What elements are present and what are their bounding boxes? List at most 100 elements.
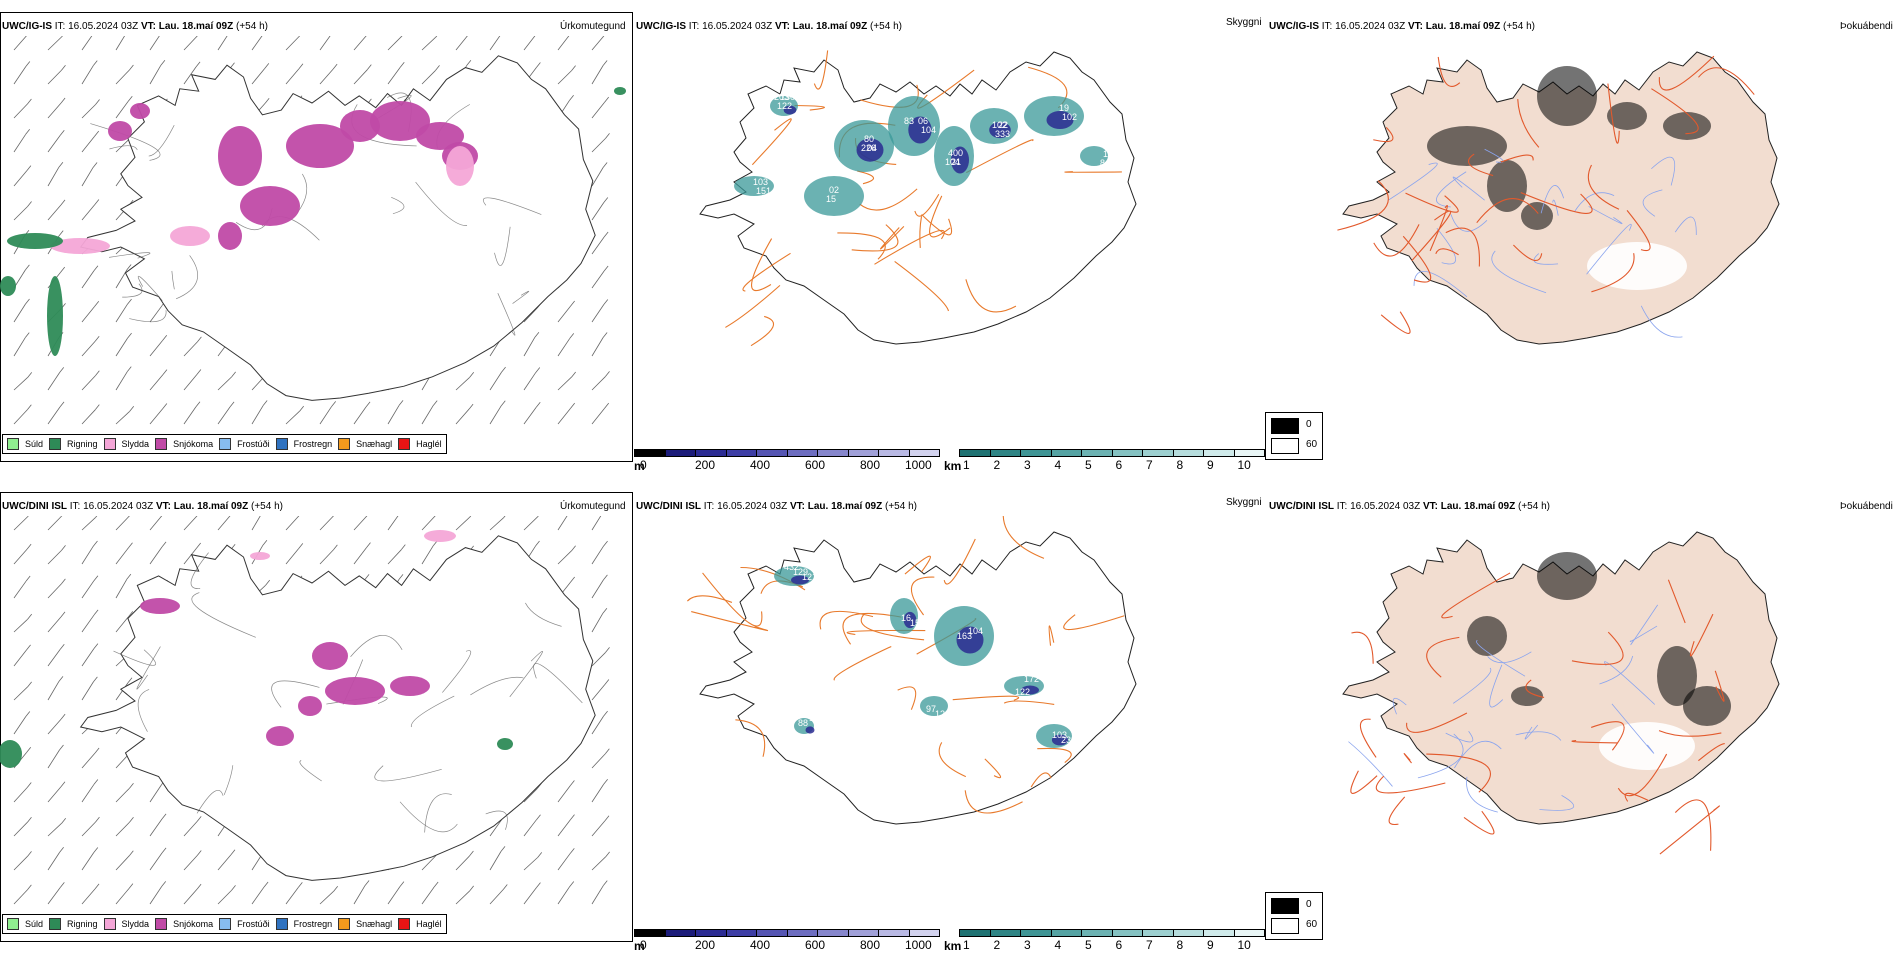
lead-time: (+54 h) [251,501,283,512]
colorbar-tick: 10 [1238,458,1251,472]
fog-index-panel: UWC/IG-IS IT: 16.05.2024 03Z VT: Lau. 18… [1267,12,1900,474]
legend-swatch [219,918,231,930]
vt-label: VT: [775,21,790,32]
visibility-label: 123 [935,709,950,719]
colorbar-segment [665,449,697,457]
it-value: 16.05.2024 03Z [83,501,153,512]
it-value: 16.05.2024 03Z [1335,21,1405,32]
colorbar-segment [1142,449,1174,457]
colorbar-tick: 9 [1207,458,1214,472]
precip-legend-item: Slydda [104,438,150,450]
legend-label: Slydda [122,919,150,929]
panel-title: UWC/IG-IS IT: 16.05.2024 03Z VT: Lau. 18… [1269,21,1535,32]
visibility-label: 104 [921,125,936,135]
visibility-label: 333 [995,129,1010,139]
panel-variable-title: Þokuábendi [1840,501,1893,512]
fog-legend-label: 0 [1306,419,1312,430]
iceland-coastline [700,532,1136,824]
panel-title: UWC/DINI ISL IT: 16.05.2024 03Z VT: Lau.… [1269,501,1550,512]
colorbar-segment [1081,929,1113,937]
visibility-label: 108 [1103,149,1118,159]
colorbar-segment [1020,929,1052,937]
vt-value: Lau. 18.maí 09Z [174,501,248,512]
precip-legend-item: Súld [7,918,43,930]
fog-legend-label: 60 [1306,439,1317,450]
vt-label: VT: [1423,501,1438,512]
visibility-label: 130 [780,92,795,102]
vt-label: VT: [156,501,171,512]
legend-label: Frostúði [237,439,270,449]
colorbar-segment [909,449,941,457]
legend-swatch [7,918,19,930]
legend-label: Snjókoma [173,919,213,929]
it-label: IT: [704,501,715,512]
it-label: IT: [1322,21,1333,32]
colorbar-segment [787,929,819,937]
precip-type-panel: UWC/DINI ISL IT: 16.05.2024 03Z VT: Lau.… [0,492,633,954]
legend-label: Snæhagl [356,439,392,449]
fog-index-panel: UWC/DINI ISL IT: 16.05.2024 03Z VT: Lau.… [1267,492,1900,954]
panel-variable-title: Skyggni [1226,497,1262,508]
colorbar-segment [990,929,1022,937]
visibility-label: 122 [777,101,792,111]
colorbar-segment [695,449,727,457]
panel-variable-title: Úrkomutegund [560,21,626,32]
it-label: IT: [1337,501,1348,512]
colorbar-segment [1081,449,1113,457]
colorbar-segment [1051,449,1083,457]
precip-legend-item: Frostúði [219,918,270,930]
it-label: IT: [55,21,66,32]
precip-legend-item: Snjókoma [155,438,213,450]
visibility-label: 22 [998,120,1008,130]
panel-variable-title: Úrkomutegund [560,501,626,512]
colorbar-segment [1020,449,1052,457]
colorbar-tick: 2 [994,458,1001,472]
legend-swatch [276,438,288,450]
colorbar-segment [909,929,941,937]
legend-label: Snæhagl [356,919,392,929]
panel-variable-title: Skyggni [1226,17,1262,28]
colorbar-segment [1203,449,1235,457]
precip-map [0,516,631,912]
panel-title: UWC/DINI ISL IT: 16.05.2024 03Z VT: Lau.… [2,501,283,512]
forecast-row-dini: UWC/DINI ISL IT: 16.05.2024 03Z VT: Lau.… [0,492,1900,962]
legend-swatch [276,918,288,930]
model-name: UWC/IG-IS [636,21,686,32]
colorbar-segment [990,449,1022,457]
colorbar-tick: 4 [1055,458,1062,472]
colorbar-segment [1112,449,1144,457]
panel-title: UWC/IG-IS IT: 16.05.2024 03Z VT: Lau. 18… [2,21,268,32]
legend-label: Frostúði [237,919,270,929]
colorbar-segment [878,449,910,457]
it-value: 16.05.2024 03Z [717,501,787,512]
vt-label: VT: [1408,21,1423,32]
visibility-panel: UWC/IG-IS IT: 16.05.2024 03Z VT: Lau. 18… [634,12,1256,474]
legend-label: Rigning [67,439,98,449]
legend-label: Rigning [67,919,98,929]
precip-map [0,36,631,432]
colorbar-segment [1142,929,1174,937]
visibility-label: 84 [1100,158,1110,168]
model-name: UWC/DINI ISL [2,501,67,512]
colorbar-tick: 6 [1116,458,1123,472]
colorbar-tick: 200 [695,458,715,472]
it-label: IT: [689,21,700,32]
colorbar-unit: km [944,939,961,953]
colorbar-tick: 7 [1146,458,1153,472]
visibility-label: 230 [1061,735,1076,745]
legend-swatch [398,918,410,930]
colorbar-tick: 8 [1177,458,1184,472]
lead-time: (+54 h) [236,21,268,32]
legend-label: Súld [25,919,43,929]
vt-value: Lau. 18.maí 09Z [808,501,882,512]
precip-legend-item: Frostregn [276,438,333,450]
visibility-map: 4321610412210310197129151163172230881231… [634,516,1256,926]
precip-legend-item: Rigning [49,918,98,930]
model-name: UWC/DINI ISL [1269,501,1334,512]
lead-time: (+54 h) [870,21,902,32]
legend-swatch [104,438,116,450]
